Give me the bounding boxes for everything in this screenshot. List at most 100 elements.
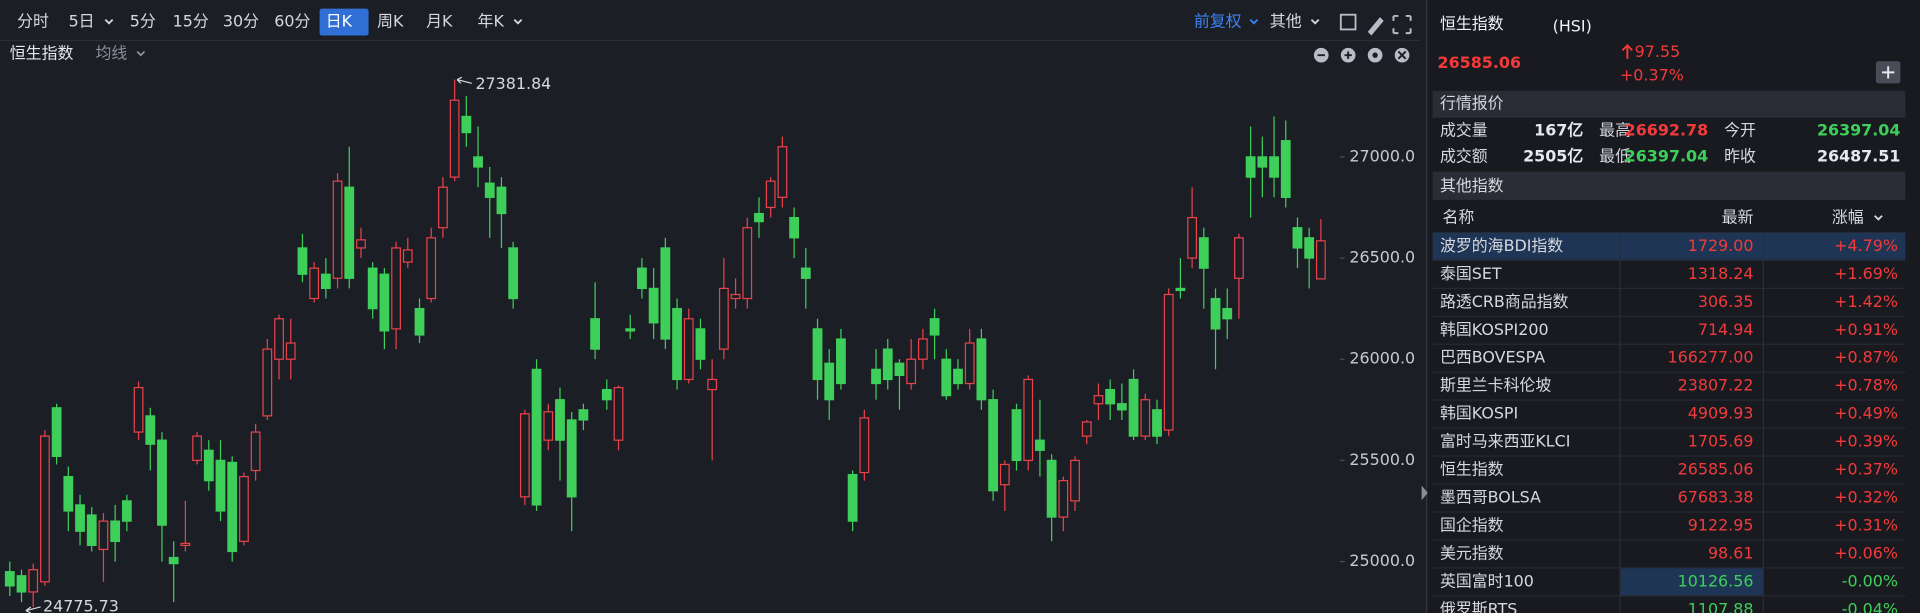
candle-body	[367, 267, 378, 310]
adjust-menu[interactable]: 前复权	[1194, 12, 1242, 31]
candle-body	[637, 267, 647, 290]
index-latest: 4909.93	[1688, 404, 1754, 423]
y-tick-label: 26500.0	[1349, 248, 1415, 267]
candle-body	[648, 287, 659, 324]
fullscreen-icon[interactable]	[1392, 14, 1412, 35]
index-latest: 98.61	[1708, 543, 1754, 562]
column-header[interactable]: 涨幅	[1832, 208, 1864, 227]
candle-body	[356, 239, 366, 249]
candle-body	[1105, 388, 1116, 405]
index-name[interactable]: 美元指数	[1440, 543, 1504, 562]
candle-body	[999, 463, 1010, 486]
period-tab[interactable]: 15分	[173, 12, 209, 31]
candle-body	[1128, 378, 1139, 437]
column-header: 最新	[1722, 208, 1754, 227]
icon-glyph	[1372, 52, 1378, 58]
index-name[interactable]: 恒生指数	[1440, 460, 1504, 479]
index-name[interactable]: 斯里兰卡科伦坡	[1440, 376, 1551, 395]
candle-body	[63, 475, 74, 512]
candle-body	[1058, 480, 1069, 518]
candle-body	[789, 216, 800, 239]
candle-body	[1187, 216, 1198, 259]
index-change: +4.79%	[1834, 236, 1898, 255]
low-label: 24775.73	[43, 596, 119, 613]
index-latest: 1318.24	[1688, 264, 1754, 283]
ma-menu[interactable]: 均线	[96, 43, 128, 62]
candle-body	[1315, 240, 1326, 280]
candle-body	[906, 358, 917, 385]
candle-body	[625, 328, 636, 332]
candle-body	[215, 459, 226, 512]
index-name[interactable]: 富时马来西亚KLCI	[1440, 432, 1570, 451]
section-bar	[1432, 90, 1906, 118]
candle-body	[192, 435, 202, 462]
index-latest: 26585.06	[1678, 460, 1754, 479]
other-menu[interactable]: 其他	[1270, 12, 1302, 31]
index-latest: 23807.22	[1678, 376, 1754, 395]
candle-body	[683, 318, 694, 381]
index-name[interactable]: 国企指数	[1440, 515, 1504, 534]
candle-body	[976, 338, 987, 401]
candle-body	[1210, 297, 1221, 330]
plus-glyph	[1882, 66, 1895, 79]
section-title: 其他指数	[1440, 176, 1504, 195]
index-name[interactable]: 波罗的海BDI指数	[1440, 236, 1563, 255]
index-name[interactable]: 俄罗斯RTS	[1440, 599, 1517, 613]
index-change: +0.37%	[1834, 460, 1898, 479]
candle-body	[871, 368, 881, 385]
candle-body	[1116, 403, 1127, 411]
candle-body	[1245, 156, 1256, 178]
index-name: 恒生指数	[10, 43, 74, 62]
candle-body	[1234, 237, 1244, 279]
candle-body	[859, 417, 870, 474]
sort-caret[interactable]	[1874, 215, 1883, 221]
index-change: +0.91%	[1834, 320, 1898, 339]
index-change: +1.69%	[1834, 264, 1898, 283]
index-change: +0.31%	[1834, 515, 1898, 534]
index-latest: 1107.88	[1688, 599, 1754, 613]
index-name[interactable]: 英国富时100	[1440, 571, 1534, 590]
index-change: +0.78%	[1834, 376, 1898, 395]
index-latest: 67683.38	[1678, 487, 1754, 506]
candle-body	[168, 556, 179, 565]
candle-body	[695, 328, 706, 360]
quote-label: 最高	[1599, 121, 1631, 140]
period-tab[interactable]: 60分	[274, 12, 310, 31]
candle-body	[1222, 308, 1233, 320]
period-tab[interactable]: 5日	[69, 12, 95, 31]
candle-body	[86, 514, 97, 547]
period-tab[interactable]: 周K	[377, 12, 404, 31]
index-name[interactable]: 路透CRB商品指数	[1440, 292, 1569, 311]
index-name[interactable]: 巴西BOVESPA	[1440, 348, 1545, 367]
collapse-arrow[interactable]	[1421, 485, 1428, 501]
layout-icon[interactable]	[1339, 13, 1357, 31]
candle-body	[882, 348, 893, 381]
period-tab[interactable]: 5分	[130, 12, 156, 31]
y-tick-label: 25000.0	[1349, 551, 1415, 570]
change: 97.55	[1635, 42, 1681, 61]
index-name[interactable]: 韩国KOSPI200	[1440, 320, 1549, 339]
period-tab[interactable]: 年K	[478, 12, 505, 31]
candle-body	[800, 267, 811, 279]
period-tab[interactable]: 月K	[426, 12, 453, 31]
candle-body	[484, 182, 495, 198]
index-name[interactable]: 墨西哥BOLSA	[1440, 487, 1541, 506]
row-selected-bg	[1432, 232, 1906, 260]
index-latest: 1705.69	[1688, 432, 1754, 451]
quote-label: 今开	[1724, 121, 1756, 140]
index-name[interactable]: 韩国KOSPI	[1440, 404, 1518, 423]
period-tab[interactable]: 30分	[223, 12, 259, 31]
period-tab[interactable]: 分时	[17, 12, 49, 31]
candle-body	[672, 308, 682, 381]
candle-body	[1292, 227, 1303, 249]
candle-body	[121, 500, 132, 522]
period-selected-bg	[319, 8, 369, 36]
index-name[interactable]: 泰国SET	[1440, 264, 1502, 283]
index-latest: 1729.00	[1688, 236, 1754, 255]
period-tab[interactable]: 日K	[326, 12, 353, 31]
draw-icon[interactable]	[1367, 17, 1384, 36]
candle-body	[964, 342, 975, 385]
icon-glyphs	[1317, 50, 1407, 60]
candle-body	[110, 520, 121, 542]
candle-body	[824, 362, 835, 401]
